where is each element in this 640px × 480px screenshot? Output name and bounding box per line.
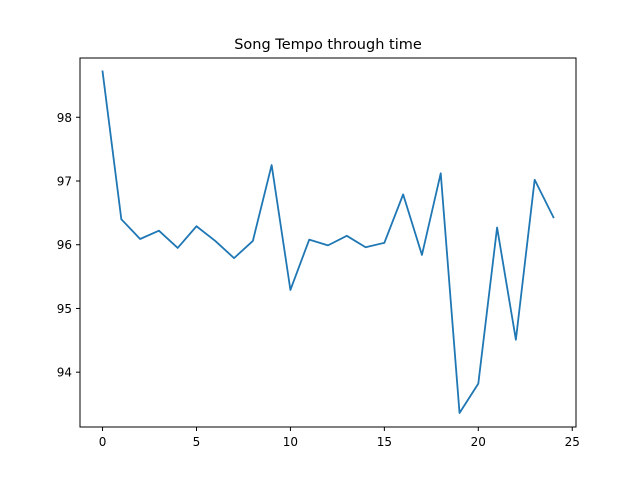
y-tick-label: 94 bbox=[57, 366, 72, 380]
y-tick-label: 98 bbox=[57, 111, 72, 125]
x-tick-label: 25 bbox=[565, 435, 580, 449]
plot-area bbox=[101, 70, 555, 414]
x-tick-label: 5 bbox=[193, 435, 201, 449]
x-tick-label: 10 bbox=[283, 435, 298, 449]
chart-title: Song Tempo through time bbox=[234, 37, 422, 53]
series-line bbox=[101, 70, 555, 414]
x-tick-label: 15 bbox=[377, 435, 392, 449]
y-tick-label: 95 bbox=[57, 302, 72, 316]
y-tick-label: 97 bbox=[57, 175, 72, 189]
y-tick-label: 96 bbox=[57, 238, 72, 252]
x-tick-label: 20 bbox=[471, 435, 486, 449]
plot-frame bbox=[79, 57, 577, 428]
axis-ticks: 0 5 10 15 20 25 94 95 96 97 98 bbox=[57, 111, 580, 449]
x-tick-label: 0 bbox=[99, 435, 107, 449]
